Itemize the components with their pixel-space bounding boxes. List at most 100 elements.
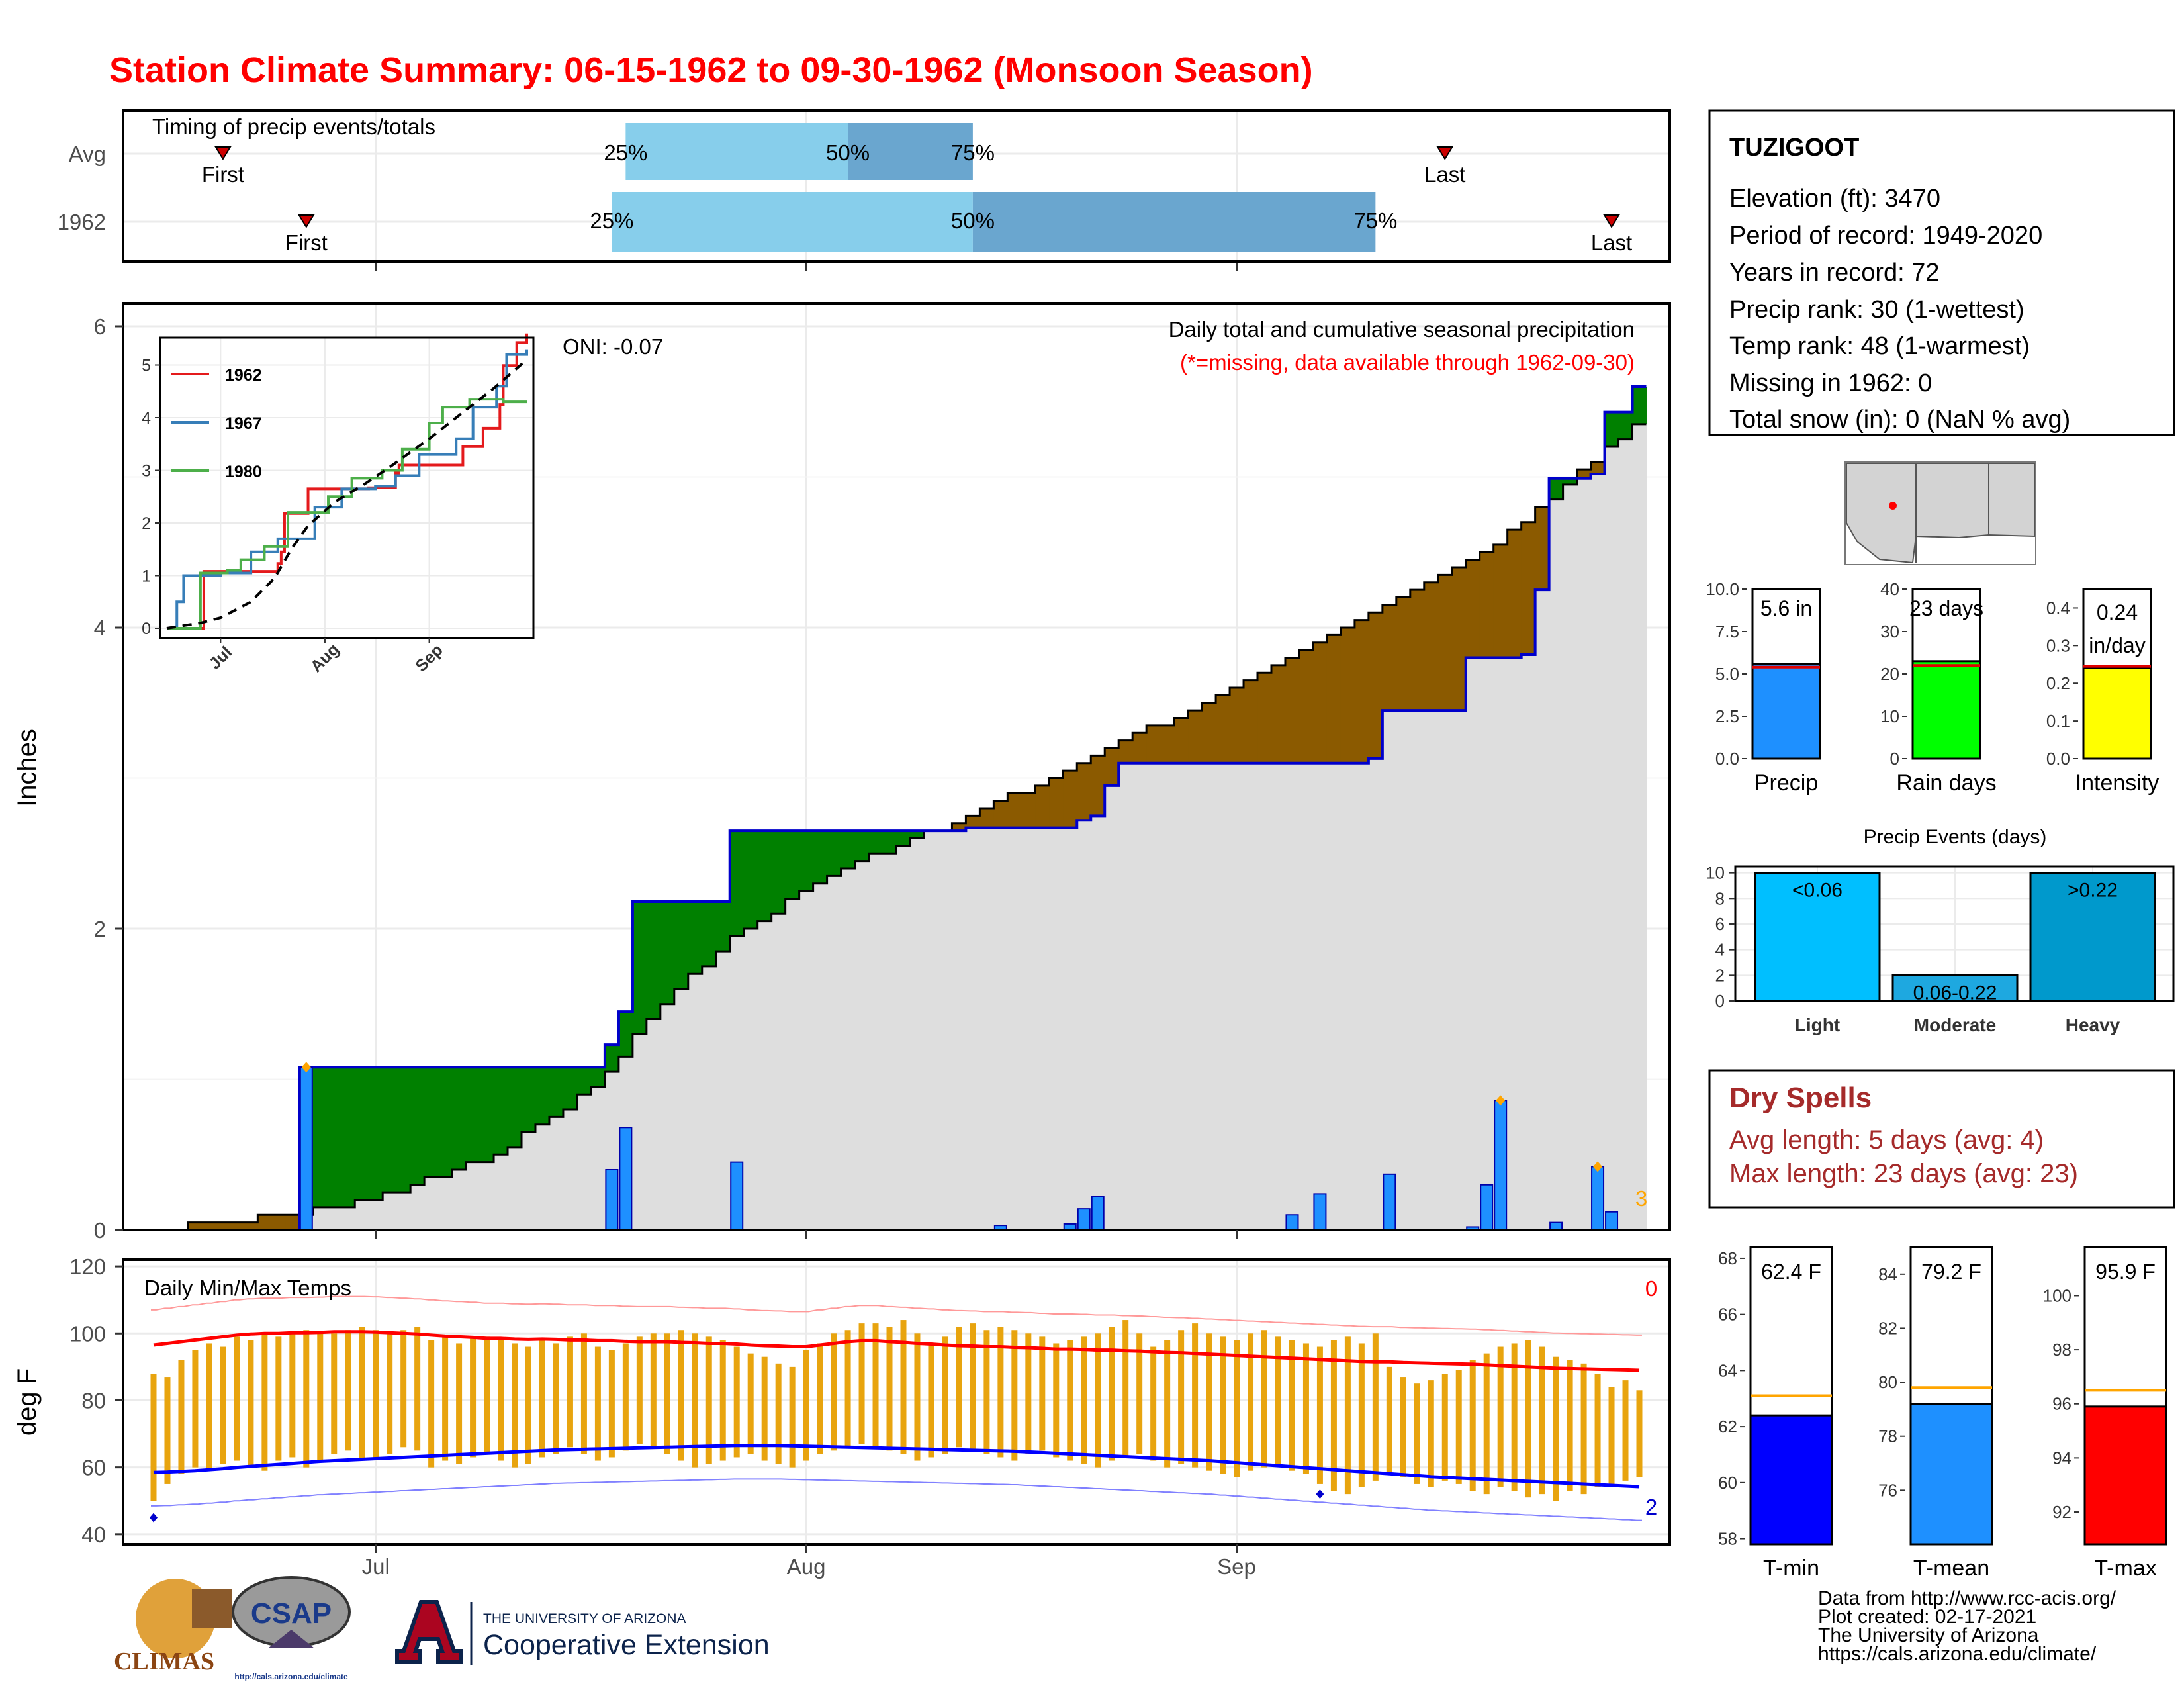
precip-base-fill: [1493, 657, 1508, 1230]
precip-diff-segment: [549, 1067, 564, 1117]
temp-bar-value-text: 79.2 F: [1921, 1260, 1981, 1284]
precip-base-fill: [1410, 710, 1425, 1230]
precip-base-fill: [1465, 657, 1480, 1230]
temp-bar-tick-label: 80: [1878, 1372, 1897, 1392]
temp-bar-tick-label: 82: [1878, 1318, 1897, 1338]
temp-panel-border: [122, 1258, 1671, 1546]
station-info-box: TUZIGOOT Elevation (ft): 3470 Period of …: [1708, 109, 2175, 436]
precip-diff-segment: [1410, 590, 1425, 711]
precip-base-fill: [576, 1094, 592, 1230]
precip-diff-segment: [1382, 604, 1397, 711]
precip-diff-segment: [1632, 387, 1647, 424]
mini-bar-label: Rain days: [1896, 771, 1996, 796]
mini-bar-tick-label: 0.4: [2046, 598, 2070, 618]
precip-diff-segment: [438, 1067, 453, 1178]
precip-base-fill: [771, 914, 786, 1230]
tmin-record-marker: [1316, 1489, 1324, 1499]
temp-range-bar: [1275, 1336, 1281, 1464]
temp-bar-label: T-max: [2094, 1556, 2156, 1581]
precip-year-step-line: [146, 385, 1647, 1231]
precip-diff-segment: [1424, 582, 1439, 711]
precip-diff-segment: [1618, 412, 1633, 440]
climas-logo: CLIMAS: [114, 1579, 232, 1675]
temp-range-bar: [150, 1374, 157, 1501]
temp-range-bar: [456, 1343, 463, 1464]
events-panel-border: [1734, 865, 2175, 1002]
precip-daily-bar: [1494, 1100, 1508, 1231]
precip-base-fill: [1202, 763, 1216, 1230]
temp-range-bar: [442, 1336, 449, 1461]
precip-base-fill: [1563, 484, 1578, 1230]
temp-range-bar: [1220, 1336, 1226, 1474]
temp-bar-tick-label: 62: [1718, 1417, 1737, 1436]
temp-range-bar: [303, 1330, 310, 1468]
precip-base-fill: [1382, 710, 1397, 1230]
temp-range-bar: [900, 1320, 907, 1454]
events-tick-label: 6: [1715, 914, 1725, 934]
temp-range-bar: [1011, 1330, 1018, 1461]
precip-record-marker: [1496, 1095, 1506, 1106]
precip-y-tick-label: 0: [94, 1218, 106, 1243]
dry-spells-frame: [1708, 1069, 2175, 1209]
date-x-tick-label: Aug: [787, 1554, 826, 1579]
precip-base-fill: [1063, 827, 1077, 1230]
temp-range-bar: [1192, 1323, 1199, 1468]
temp-range-bar: [164, 1377, 171, 1484]
precip-base-fill: [660, 1004, 675, 1230]
temp-bar-fill: [2083, 1405, 2167, 1546]
precip-y-tick-label: 4: [94, 616, 106, 640]
temp-range-bar: [428, 1340, 435, 1468]
page-title: Station Climate Summary: 06-15-1962 to 0…: [109, 50, 1313, 90]
precip-diff-segment: [715, 902, 731, 952]
timing-markers: First Last First Last: [202, 146, 1632, 255]
mini-bar-tick-label: 0.2: [2046, 673, 2070, 693]
precip-daily-bar: [299, 1066, 313, 1231]
event-bar-light: [1754, 872, 1881, 1002]
precip-diff-segment: [327, 1067, 341, 1207]
precip-base-fill: [1257, 763, 1272, 1230]
temp-range-bar: [1358, 1343, 1365, 1487]
precip-diff-segment: [285, 1215, 300, 1230]
temp-range-bar: [1497, 1346, 1504, 1487]
precip-diff-segment: [1576, 469, 1592, 479]
mini-bar-tick-label: 2.5: [1715, 706, 1739, 726]
precip-diff-segment: [424, 1067, 439, 1178]
precip-diff-segment: [1132, 733, 1147, 763]
precip-base-fill: [438, 1177, 453, 1230]
temp-range-bar: [914, 1333, 921, 1461]
timing-q-label: 25%: [604, 140, 647, 165]
precip-base-fill: [882, 853, 897, 1230]
temp-range-bar: [234, 1336, 240, 1461]
precip-diff-segment: [1354, 620, 1369, 763]
temp-panel-bg: [123, 1260, 1670, 1544]
precip-diff-segment: [508, 1067, 522, 1147]
precip-diff-segment: [882, 831, 897, 854]
station-line-elevation: Elevation (ft): 3470: [1729, 185, 1940, 212]
temp-range-bar: [1636, 1390, 1643, 1477]
credit-line-4: https://cals.arizona.edu/climate/: [1818, 1643, 2097, 1665]
temp-range-bar: [956, 1327, 962, 1448]
timing-q50-q75-bar: [972, 192, 1376, 252]
precip-base-fill: [1230, 763, 1244, 1230]
temp-bar-tick-label: 78: [1878, 1427, 1897, 1446]
temp-range-bar: [789, 1366, 796, 1468]
events-tick-label: 0: [1715, 991, 1725, 1011]
precip-diff-segment: [1326, 635, 1342, 763]
precip-diff-segment: [618, 1011, 633, 1057]
precip-base-fill: [1077, 820, 1091, 1230]
temp-bottom-count: 2: [1645, 1495, 1657, 1519]
temp-y-tick-label: 120: [69, 1254, 106, 1279]
precip-diff-segment: [660, 902, 675, 1004]
precip-diff-segment: [480, 1067, 494, 1162]
precip-diff-segment: [1146, 725, 1161, 763]
precip-diff-segment: [1244, 680, 1258, 763]
inset-legend: 1962 1967 1980: [171, 366, 262, 481]
tmin-record-marker: [150, 1513, 158, 1523]
precip-base-fill: [1451, 710, 1467, 1230]
tmin-record-line: [151, 1478, 1642, 1521]
precip-base-fill: [966, 827, 980, 1230]
temp-range-bar: [761, 1356, 768, 1461]
precip-diff-segment: [230, 1222, 244, 1230]
precip-base-fill: [1632, 424, 1647, 1230]
precip-base-fill: [632, 1034, 647, 1230]
